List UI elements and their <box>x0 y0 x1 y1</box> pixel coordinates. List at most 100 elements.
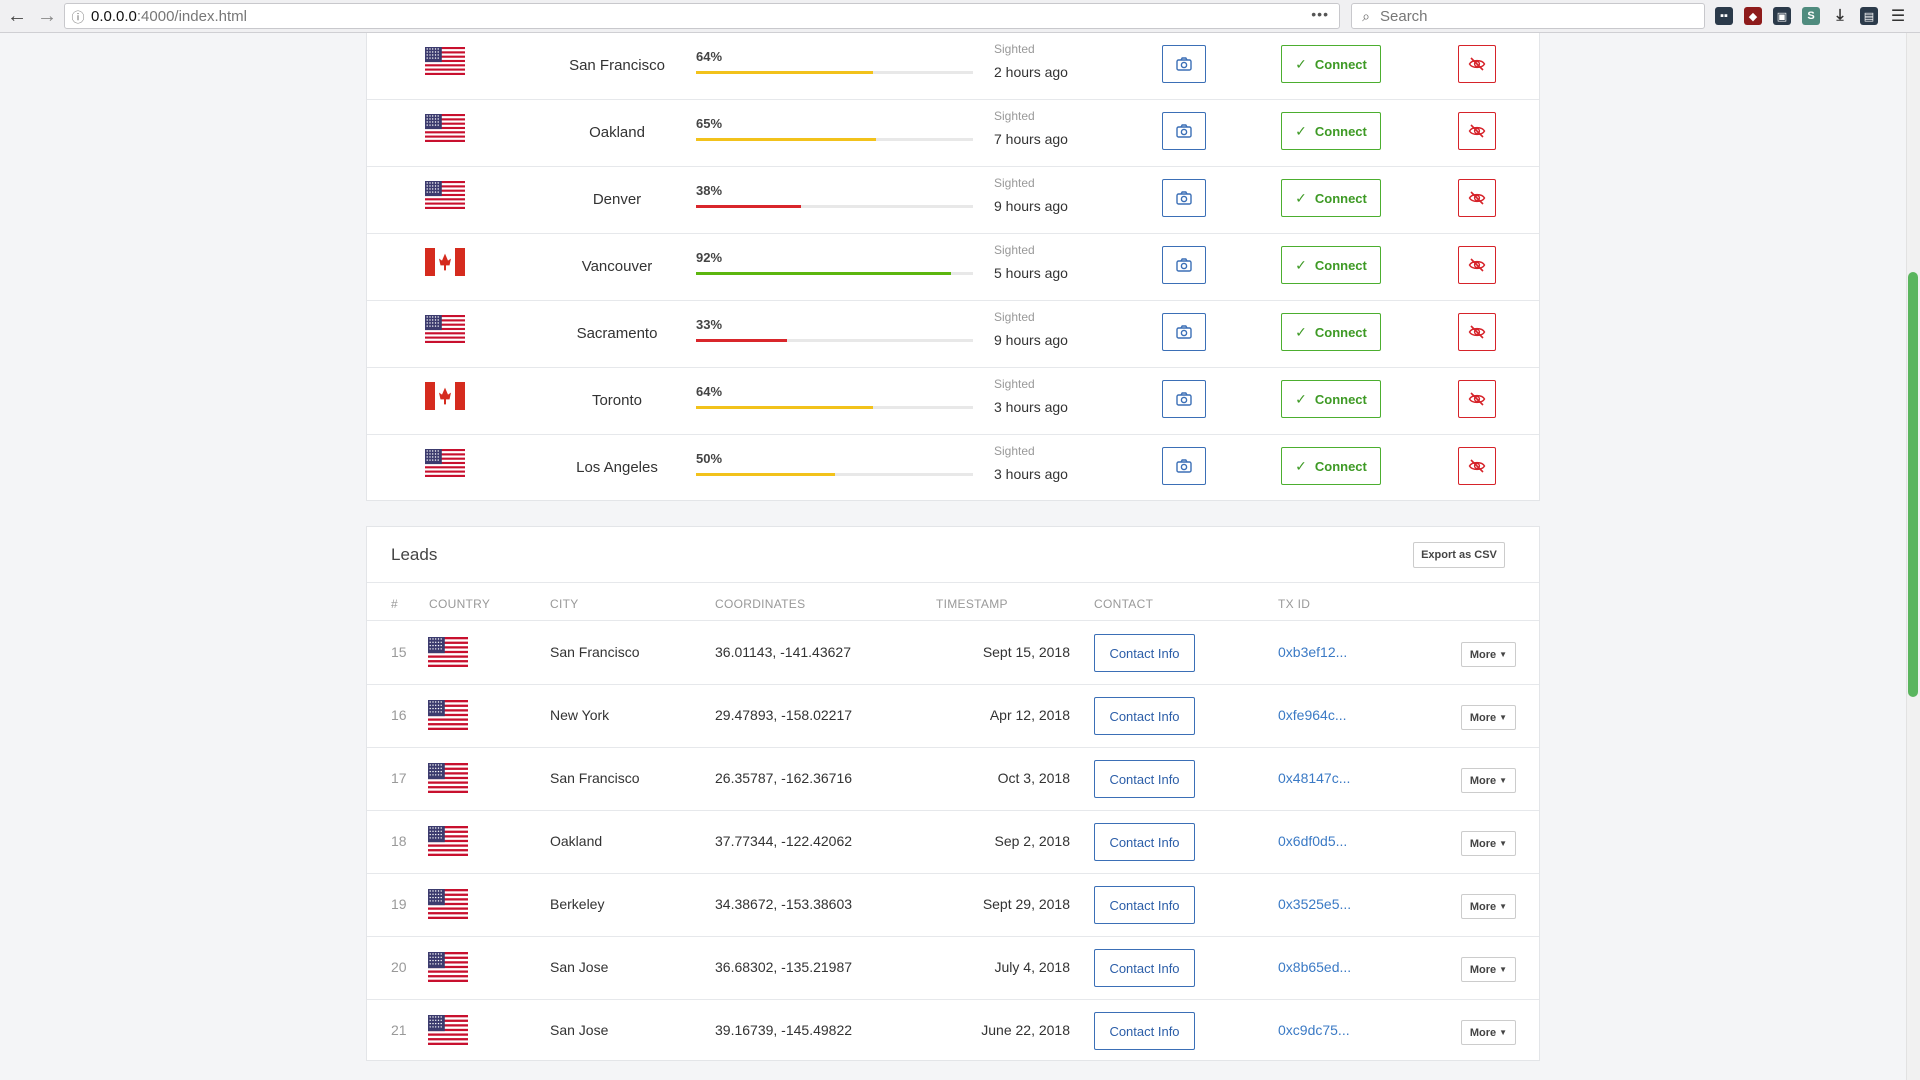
camera-button[interactable] <box>1162 380 1206 418</box>
hide-button[interactable] <box>1458 179 1496 217</box>
back-arrow-icon[interactable]: ← <box>7 4 27 27</box>
lead-row: 15 San Francisco 36.01143, -141.43627 Se… <box>367 622 1539 685</box>
connect-button[interactable]: ✓ Connect <box>1281 246 1381 284</box>
lead-number: 16 <box>391 707 407 723</box>
checkmark-icon: ✓ <box>1295 189 1307 206</box>
checkmark-icon: ✓ <box>1295 457 1307 474</box>
us-flag-icon <box>428 637 468 668</box>
info-icon[interactable]: ⓘ <box>71 9 85 25</box>
tx-id-link[interactable]: 0x3525e5... <box>1278 896 1352 912</box>
reader-extension-icon[interactable]: ▤ <box>1860 7 1878 25</box>
caret-down-icon: ▼ <box>1499 839 1508 848</box>
us-flag-icon <box>428 889 468 920</box>
leads-table-header: # COUNTRY CITY COORDINATES TIMESTAMP CON… <box>367 583 1539 621</box>
contact-info-button[interactable]: Contact Info <box>1094 823 1195 861</box>
lead-row: 19 Berkeley 34.38672, -153.38603 Sept 29… <box>367 874 1539 937</box>
more-dropdown-button[interactable]: More ▼ <box>1461 705 1516 730</box>
s-extension-icon[interactable]: S <box>1802 7 1820 25</box>
camera-button[interactable] <box>1162 246 1206 284</box>
lead-row: 21 San Jose 39.16739, -145.49822 June 22… <box>367 1000 1539 1063</box>
download-icon[interactable]: ⤓ <box>1836 7 1844 24</box>
hide-button[interactable] <box>1458 45 1496 83</box>
lead-row: 20 San Jose 36.68302, -135.21987 July 4,… <box>367 937 1539 1000</box>
dev-tools-extension-icon[interactable]: ▪▪ <box>1715 7 1733 25</box>
contact-info-button[interactable]: Contact Info <box>1094 886 1195 924</box>
url-host: 0.0.0.0 <box>91 7 137 25</box>
checkmark-icon: ✓ <box>1295 256 1307 273</box>
page-actions-icon[interactable]: ••• <box>1311 6 1329 22</box>
more-label: More <box>1469 711 1497 724</box>
more-dropdown-button[interactable]: More ▼ <box>1461 957 1516 982</box>
more-dropdown-button[interactable]: More ▼ <box>1461 1020 1516 1045</box>
export-csv-button[interactable]: Export as CSV <box>1413 542 1505 568</box>
camera-icon <box>1176 392 1192 406</box>
ghost-extension-icon[interactable]: ▣ <box>1773 7 1791 25</box>
sighted-time: 7 hours ago <box>994 131 1068 147</box>
eye-off-icon <box>1468 458 1486 474</box>
camera-button[interactable] <box>1162 447 1206 485</box>
more-label: More <box>1469 774 1497 787</box>
menu-icon[interactable]: ☰ <box>1890 8 1906 25</box>
lead-row: 17 San Francisco 26.35787, -162.36716 Oc… <box>367 748 1539 811</box>
hide-button[interactable] <box>1458 313 1496 351</box>
url-bar[interactable]: ⓘ 0.0.0.0:4000/index.html ••• <box>64 3 1340 29</box>
caret-down-icon: ▼ <box>1499 1028 1508 1037</box>
canada-flag-icon <box>425 248 465 276</box>
sighting-row: Denver 38% Sighted 9 hours ago ✓ Connect <box>367 167 1539 234</box>
lead-city: Oakland <box>550 833 603 849</box>
tx-id-link[interactable]: 0xc9dc75... <box>1278 1022 1350 1038</box>
camera-button[interactable] <box>1162 45 1206 83</box>
lead-row: 18 Oakland 37.77344, -122.42062 Sep 2, 2… <box>367 811 1539 874</box>
connect-button[interactable]: ✓ Connect <box>1281 45 1381 83</box>
camera-button[interactable] <box>1162 313 1206 351</box>
hide-button[interactable] <box>1458 380 1496 418</box>
connect-button[interactable]: ✓ Connect <box>1281 112 1381 150</box>
lead-row: 16 New York 29.47893, -158.02217 Apr 12,… <box>367 685 1539 748</box>
contact-info-button[interactable]: Contact Info <box>1094 760 1195 798</box>
hide-button[interactable] <box>1458 112 1496 150</box>
hide-button[interactable] <box>1458 246 1496 284</box>
lead-coordinates: 36.68302, -135.21987 <box>715 959 853 975</box>
tx-id-link[interactable]: 0x8b65ed... <box>1278 959 1352 975</box>
camera-icon <box>1176 191 1192 205</box>
tx-id-link[interactable]: 0x6df0d5... <box>1278 833 1348 849</box>
connect-button[interactable]: ✓ Connect <box>1281 179 1381 217</box>
connect-button[interactable]: ✓ Connect <box>1281 380 1381 418</box>
contact-info-button[interactable]: Contact Info <box>1094 697 1195 735</box>
match-percent: 65% <box>696 116 723 131</box>
sighting-row: Sacramento 33% Sighted 9 hours ago ✓ Conn… <box>367 301 1539 368</box>
eye-off-icon <box>1468 391 1486 407</box>
match-progress-fill <box>696 406 874 409</box>
sighted-label: Sighted <box>994 444 1035 458</box>
sighted-time: 5 hours ago <box>994 265 1068 281</box>
search-field[interactable]: ⌕ Search <box>1351 3 1705 29</box>
contact-info-button[interactable]: Contact Info <box>1094 949 1195 987</box>
lead-number: 19 <box>391 896 407 912</box>
more-dropdown-button[interactable]: More ▼ <box>1461 642 1516 667</box>
hide-button[interactable] <box>1458 447 1496 485</box>
match-percent: 64% <box>696 49 723 64</box>
contact-info-button[interactable]: Contact Info <box>1094 1012 1195 1050</box>
camera-icon <box>1176 258 1192 272</box>
camera-button[interactable] <box>1162 112 1206 150</box>
lead-number: 17 <box>391 770 407 786</box>
more-dropdown-button[interactable]: More ▼ <box>1461 768 1516 793</box>
forward-arrow-icon[interactable]: → <box>37 4 57 27</box>
tx-id-link[interactable]: 0x48147c... <box>1278 770 1351 786</box>
connect-button[interactable]: ✓ Connect <box>1281 447 1381 485</box>
leads-title: Leads <box>391 545 438 564</box>
contact-info-button[interactable]: Contact Info <box>1094 634 1195 672</box>
sighted-label: Sighted <box>994 42 1035 56</box>
more-dropdown-button[interactable]: More ▼ <box>1461 894 1516 919</box>
connect-button[interactable]: ✓ Connect <box>1281 313 1381 351</box>
tx-id-link[interactable]: 0xfe964c... <box>1278 707 1347 723</box>
camera-button[interactable] <box>1162 179 1206 217</box>
us-flag-icon <box>428 1015 468 1046</box>
match-progress-bar <box>696 406 973 409</box>
scrollbar-thumb[interactable] <box>1908 272 1918 697</box>
lead-number: 21 <box>391 1022 407 1038</box>
sighted-label: Sighted <box>994 310 1035 324</box>
more-dropdown-button[interactable]: More ▼ <box>1461 831 1516 856</box>
ublock-extension-icon[interactable]: ◆ <box>1744 7 1762 25</box>
tx-id-link[interactable]: 0xb3ef12... <box>1278 644 1348 660</box>
